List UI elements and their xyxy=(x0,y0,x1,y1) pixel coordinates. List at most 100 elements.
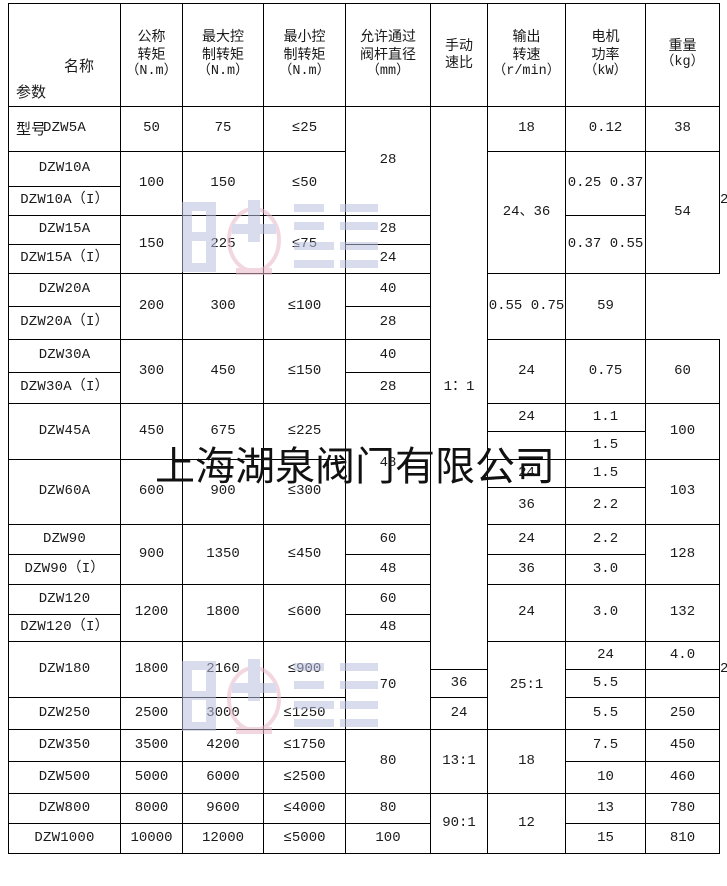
header-line-1: 手动 xyxy=(445,38,473,54)
cell-stem-diameter: 70 xyxy=(345,641,431,730)
header-line-1: 重量 xyxy=(668,38,697,54)
cell-model: DZW30A xyxy=(8,339,121,373)
cell-weight: 460 xyxy=(645,761,720,794)
header-max-control-torque: 最大控 制转矩 （N.m） xyxy=(182,3,264,107)
power-value-1: 0.37 xyxy=(567,235,602,252)
cell-motor-power: 3.0 xyxy=(565,554,646,585)
table-row: DZW90 900 1350 ≤450 60 24 2.2 128 xyxy=(8,524,720,585)
cell-nominal-torque: 2500 xyxy=(120,697,183,730)
cell-weight: 38 xyxy=(645,106,720,152)
cell-weight: 810 xyxy=(645,823,720,854)
cell-min-control-torque: ≤900 xyxy=(263,641,346,698)
cell-min-control-torque: ≤225 xyxy=(263,403,346,460)
cell-max-control-torque: 2160 xyxy=(182,641,264,698)
cell-model: DZW1000 xyxy=(8,823,121,854)
header-stem-diameter: 允许通过 阀杆直径 （mm） xyxy=(345,3,431,107)
cell-motor-power: 5.5 xyxy=(565,697,646,730)
table-row: DZW350 3500 4200 ≤1750 80 13:1 18 7.5 45… xyxy=(8,729,720,794)
cell-motor-power: 5.5 xyxy=(565,669,646,698)
cell-nominal-torque: 10000 xyxy=(120,823,183,854)
cell-model: DZW10A xyxy=(8,151,121,187)
cell-weight: 103 xyxy=(645,459,720,525)
cell-min-control-torque: ≤1750 xyxy=(263,729,346,762)
table-row: DZW90（I） 48 36 3.0 xyxy=(8,554,720,585)
cell-model: DZW15A xyxy=(8,215,121,245)
cell-motor-power: 3.0 xyxy=(565,584,646,642)
table-row: 36 2.2 xyxy=(9,487,720,525)
header-output-speed: 输出 转速 （r/min） xyxy=(487,3,566,107)
header-unit: （mm） xyxy=(366,64,410,80)
table-row: DZW60A 600 900 ≤300 24 1.5 103 xyxy=(8,459,720,525)
cell-max-control-torque: 300 xyxy=(182,273,264,340)
cell-min-control-torque: ≤1250 xyxy=(263,697,346,730)
cell-model: DZW120 xyxy=(8,584,121,615)
header-motor-power: 电机 功率 （kW） xyxy=(565,3,646,107)
cell-max-control-torque: 450 xyxy=(182,339,264,404)
cell-weight: 780 xyxy=(645,793,720,824)
cell-weight: 250 xyxy=(645,697,720,730)
cell-motor-power: 1.5 xyxy=(565,431,646,460)
specification-table: 名称 参数 型号 公称 转矩 （N.m） 最大控 制转矩 （N.m） 最小控 xyxy=(8,3,727,854)
cell-motor-power: 0.37 0.55 xyxy=(565,215,646,274)
cell-motor-power: 2.2 xyxy=(565,524,646,555)
table-row: DZW30A 300 450 ≤150 40 24 0.75 60 xyxy=(8,339,720,404)
cell-model: DZW120（I） xyxy=(8,614,121,642)
cell-motor-power: 2.2 xyxy=(565,487,646,525)
cell-nominal-torque: 600 xyxy=(120,459,183,525)
cell-stem-diameter: 80 xyxy=(345,793,431,824)
table-header-row: 名称 参数 型号 公称 转矩 （N.m） 最大控 制转矩 （N.m） 最小控 xyxy=(8,3,720,138)
header-nominal-torque: 公称 转矩 （N.m） xyxy=(120,3,183,107)
cell-output-speed: 24 xyxy=(430,697,488,730)
cell-motor-power: 0.55 0.75 xyxy=(487,273,566,340)
cell-motor-power: 4.0 xyxy=(645,641,720,670)
corner-label-parameter: 参数 xyxy=(16,85,47,101)
header-line-2: 速比 xyxy=(445,56,473,71)
header-line-2: 制转矩 xyxy=(202,47,244,63)
cell-output-speed: 24、36 xyxy=(487,151,566,274)
cell-weight: 132 xyxy=(645,584,720,642)
cell-max-control-torque: 225 xyxy=(182,215,264,274)
cell-stem-diameter: 28 xyxy=(345,215,431,245)
header-line-2: 转矩 xyxy=(137,47,166,63)
cell-stem-diameter: 24 xyxy=(345,244,431,274)
cell-manual-ratio: 25:1 xyxy=(487,641,566,730)
header-unit: （r/min） xyxy=(492,64,561,80)
cell-model: DZW500 xyxy=(8,761,121,794)
header-line-2: 功率 xyxy=(591,47,620,63)
cell-stem-diameter: 28 xyxy=(345,306,431,340)
cell-min-control-torque: ≤4000 xyxy=(263,793,346,824)
cell-model: DZW800 xyxy=(8,793,121,824)
cell-min-control-torque: ≤50 xyxy=(263,151,346,216)
cell-max-control-torque: 1350 xyxy=(182,524,264,585)
cell-nominal-torque: 3500 xyxy=(120,729,183,762)
cell-max-control-torque: 75 xyxy=(182,106,264,152)
cell-min-control-torque: ≤2500 xyxy=(263,761,346,794)
cell-max-control-torque: 4200 xyxy=(182,729,264,762)
table-row: DZW30A（I） 28 xyxy=(8,372,720,404)
table-row: DZW180 1800 2160 ≤900 70 25:1 24 4.0 245 xyxy=(8,641,727,730)
cell-min-control-torque: ≤300 xyxy=(263,459,346,525)
corner-label-name: 名称 xyxy=(63,59,94,75)
cell-stem-diameter: 80 xyxy=(345,729,431,794)
cell-motor-power: 0.12 xyxy=(565,106,646,152)
table-row: DZW10A 100 150 ≤50 24、36 0.25 0.37 54 xyxy=(8,151,720,274)
cell-max-control-torque: 150 xyxy=(182,151,264,216)
cell-motor-power: 0.75 xyxy=(565,339,646,404)
table-row: DZW10A（I） 24 xyxy=(8,186,727,216)
cell-nominal-torque: 100 xyxy=(120,151,183,216)
cell-output-speed: 18 xyxy=(487,729,566,794)
cell-stem-diameter: 40 xyxy=(345,339,431,373)
power-value-2: 0.37 xyxy=(609,174,644,191)
cell-stem-diameter: 48 xyxy=(345,614,431,642)
cell-min-control-torque: ≤600 xyxy=(263,584,346,642)
cell-model: DZW60A xyxy=(8,459,121,525)
header-unit: （kW） xyxy=(583,64,628,80)
cell-nominal-torque: 900 xyxy=(120,524,183,585)
table-row: DZW120 1200 1800 ≤600 60 24 3.0 132 xyxy=(8,584,720,642)
header-line-1: 输出 xyxy=(512,30,541,46)
table-row: DZW20A（I） 28 xyxy=(8,306,720,340)
cell-model: DZW45A xyxy=(8,403,121,460)
header-unit: （kg） xyxy=(660,55,705,71)
cell-min-control-torque: ≤150 xyxy=(263,339,346,404)
